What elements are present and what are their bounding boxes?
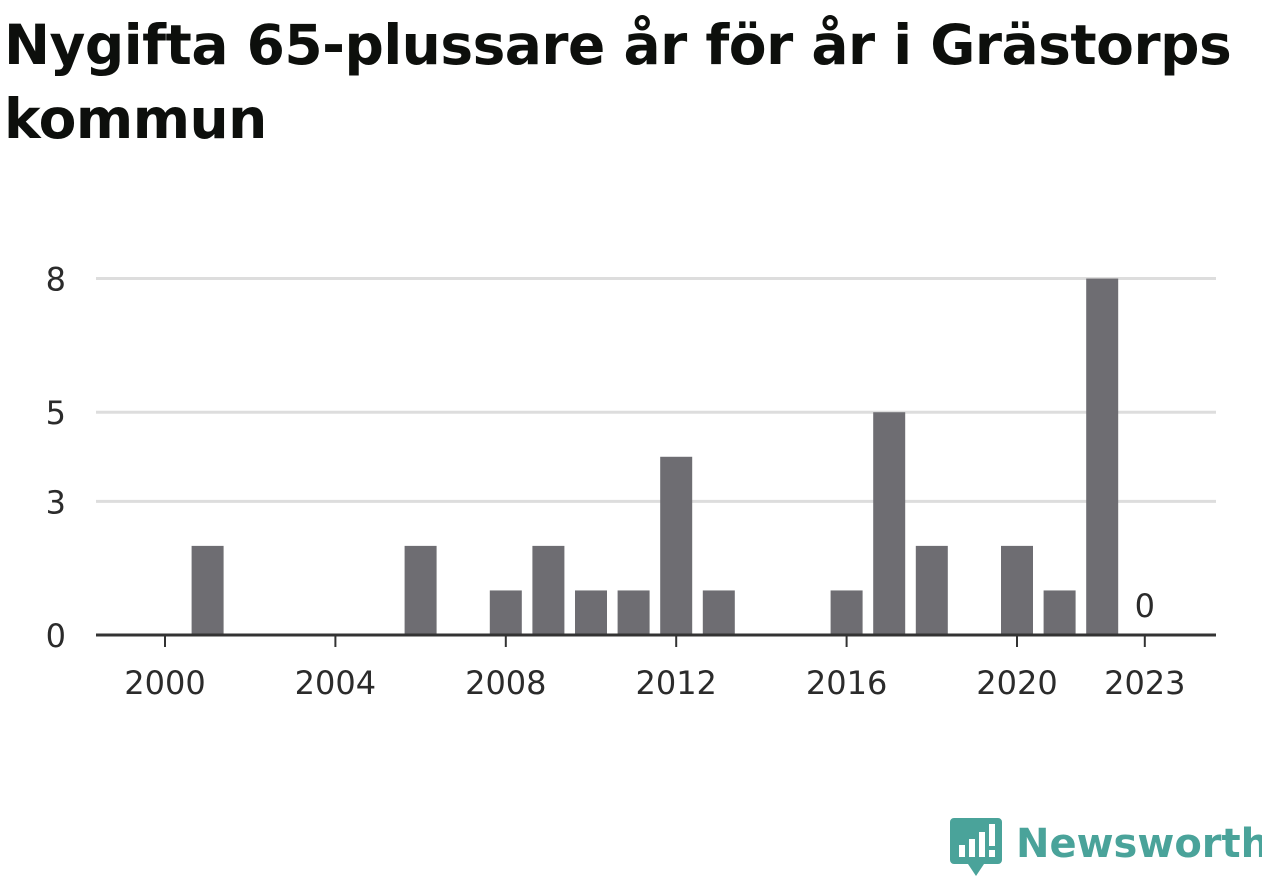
newsworthy-brand: Newsworthy — [950, 818, 1262, 878]
bar — [1043, 590, 1076, 635]
bar — [617, 590, 650, 635]
x-tick-label: 2000 — [124, 664, 205, 702]
y-axis-tick-labels: 0 3 5 8 — [46, 261, 66, 655]
x-axis-tick-labels: 2000 2004 2008 2012 2016 2020 2023 — [124, 635, 1186, 702]
y-tick-label: 5 — [46, 394, 66, 432]
bar — [660, 456, 693, 635]
bar — [1001, 545, 1033, 635]
y-tick-label: 3 — [46, 483, 66, 521]
bar — [830, 590, 863, 635]
brand-name: Newsworthy — [1016, 821, 1262, 867]
x-tick-label: 2004 — [295, 664, 376, 702]
page-title: Nygifta 65-plussare år för år i Grästorp… — [4, 13, 1232, 151]
x-tick-label: 2023 — [1104, 664, 1185, 702]
x-tick-label: 2020 — [976, 664, 1057, 702]
y-tick-label: 0 — [46, 617, 66, 655]
newsworthy-logo-icon — [950, 818, 1002, 876]
data-label: 0 — [1135, 587, 1155, 625]
bar — [915, 545, 948, 635]
annotations: 0 — [1135, 587, 1155, 625]
bar — [575, 590, 607, 635]
x-tick-label: 2016 — [806, 664, 887, 702]
bar — [489, 590, 522, 635]
y-tick-label: 8 — [46, 261, 66, 299]
bars — [96, 278, 1216, 637]
grid-lines — [96, 277, 1216, 503]
bar — [873, 412, 906, 635]
x-tick-label: 2012 — [635, 664, 716, 702]
x-tick-label: 2008 — [465, 664, 546, 702]
bar — [532, 545, 565, 635]
bar — [191, 545, 224, 635]
bar — [1086, 278, 1119, 635]
bar — [404, 545, 437, 635]
bar — [702, 590, 735, 635]
